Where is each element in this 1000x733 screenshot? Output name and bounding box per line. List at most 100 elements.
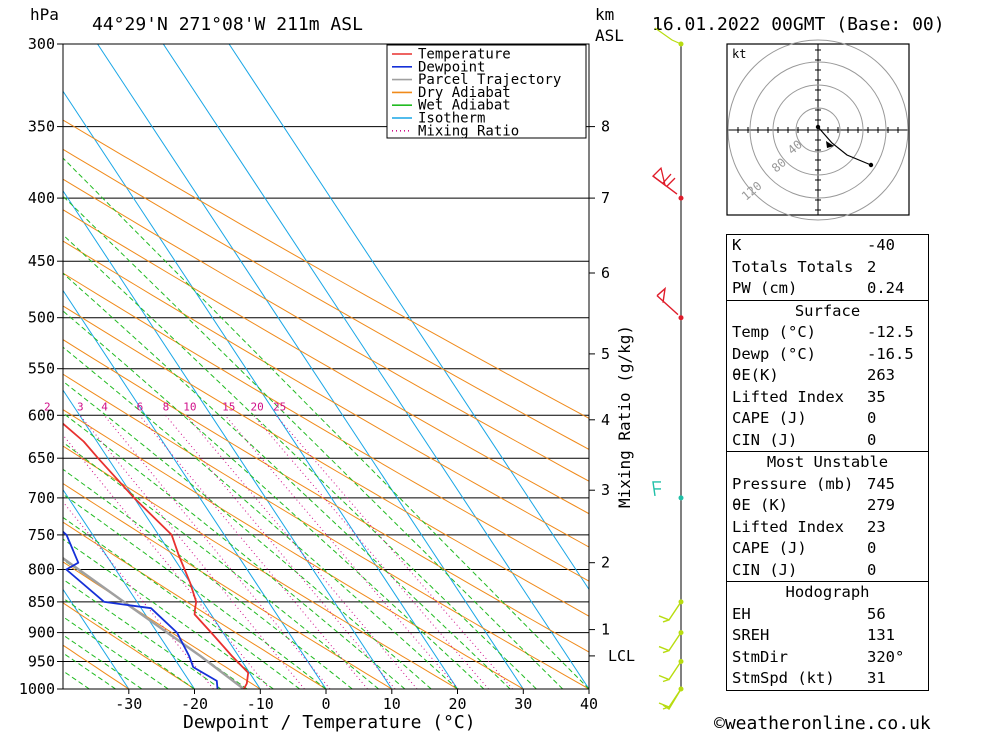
index-row: StmDir 320°	[727, 647, 928, 669]
wet-adiabat-line	[63, 380, 432, 689]
x-axis-title: Dewpoint / Temperature (°C)	[183, 712, 476, 733]
index-row: K -40	[727, 235, 928, 257]
index-label: θE (K)	[732, 496, 788, 514]
index-label: Lifted Index	[732, 517, 844, 536]
index-label: K	[732, 236, 742, 254]
temperature-tick-label: -10	[247, 695, 274, 713]
index-label: StmSpd (kt)	[732, 669, 835, 687]
wind-dot	[678, 495, 684, 501]
mixing-ratio-axis-title: Mixing Ratio (g/kg)	[615, 325, 634, 508]
wet-adiabat-line	[63, 634, 143, 689]
temperature-tick-label: 30	[514, 695, 532, 713]
pressure-tick-label: 800	[28, 561, 55, 579]
height-axis: 8 7 6 5 4 3 2 1 LCL	[589, 118, 635, 665]
pressure-tick-label: 950	[28, 653, 55, 671]
hodograph-ring	[772, 84, 864, 176]
wind-barb-shaft	[658, 632, 682, 652]
index-value: 0	[867, 560, 877, 579]
most-unstable-header: Most Unstable	[766, 453, 889, 471]
pressure-tick-label: 350	[28, 118, 55, 136]
plot-frame	[62, 43, 590, 690]
dry-adiabat-line	[63, 119, 589, 419]
mixing-ratio-label: 8	[163, 400, 170, 413]
mixing-ratio-label: 15	[222, 400, 235, 413]
index-row: PW (cm) 0.24	[727, 278, 928, 300]
temperature-tick-label: -20	[181, 695, 208, 713]
index-label: Totals Totals	[732, 257, 854, 276]
isotherm-line	[97, 44, 524, 689]
wet-adiabat-line	[63, 272, 511, 689]
mixing-ratio-label: 4	[101, 400, 108, 413]
temperature-tick-label: 20	[448, 695, 466, 713]
wind-barb-column	[652, 27, 684, 710]
wind-barb-shaft	[658, 688, 682, 708]
mixing-ratio-label: 3	[77, 400, 84, 413]
wind-barb-300	[654, 27, 682, 45]
wind-dot	[678, 41, 684, 47]
wet-adiabat-line	[63, 578, 222, 689]
dry-adiabat-line	[63, 209, 589, 515]
legend-label: Wet Adiabat	[418, 98, 511, 114]
mixing-ratio-label: 2	[44, 400, 51, 413]
wind-barb-pennant	[652, 166, 667, 187]
mixing-ratio-label: 20	[251, 400, 264, 413]
pressure-tick-label: 500	[28, 309, 55, 327]
index-label: CIN (J)	[732, 430, 798, 449]
index-row: CIN (J) 0	[727, 560, 928, 582]
index-value: 0.24	[867, 279, 905, 297]
height-tick-label: 7	[601, 189, 610, 207]
indices-table: K -40 Totals Totals 2 PW (cm) 0.24 Surface Te…	[726, 234, 929, 691]
height-tick-label: 2	[601, 554, 610, 572]
index-value: 0	[867, 430, 877, 449]
dry-adiabat-line	[63, 148, 589, 450]
pressure-tick-label: 1000	[19, 680, 55, 698]
dry-adiabat-line	[63, 373, 589, 689]
index-row: θE(K) 263	[727, 365, 928, 387]
hodograph-point	[815, 124, 821, 130]
storm-motion-arrow	[826, 141, 834, 148]
profiles	[63, 422, 250, 689]
hodograph-trace	[817, 126, 872, 166]
index-label: CIN (J)	[732, 560, 798, 579]
dry-adiabat-line	[63, 305, 589, 617]
index-label: StmDir	[732, 647, 788, 666]
index-value: 23	[867, 517, 886, 536]
pressure-tick-label: 300	[28, 35, 55, 53]
pressure-tick-label: 550	[28, 360, 55, 378]
index-label: PW (cm)	[732, 279, 798, 297]
mixing-ratio-label: 10	[183, 400, 196, 413]
index-label: CAPE (J)	[732, 539, 807, 557]
index-row: StmSpd (kt) 31	[727, 668, 928, 690]
wind-barb-surface	[662, 688, 682, 710]
dry-adiabat-line	[63, 602, 195, 689]
surface-header: Surface	[794, 301, 861, 320]
index-value: 131	[867, 626, 895, 644]
index-value: -16.5	[867, 344, 914, 363]
index-value: 279	[867, 496, 895, 514]
legend-label: Parcel Trajectory	[418, 72, 561, 88]
mixing-ratio-labels: 12346810152025	[44, 400, 286, 413]
wet-adiabat-line	[63, 441, 379, 689]
dry-adiabat-line	[63, 561, 261, 689]
index-label: Lifted Index	[732, 387, 844, 406]
mixing-ratio-line	[185, 414, 418, 689]
temperature-tick-label: -30	[115, 695, 142, 713]
hodograph-ring	[749, 61, 887, 199]
temperature-tick-label: 40	[580, 695, 598, 713]
index-value: 320°	[867, 647, 905, 666]
wet-adiabat-line	[63, 468, 353, 689]
height-tick-label: 3	[601, 481, 610, 499]
wind-barb-shaft	[658, 661, 682, 681]
wind-barb-feather	[662, 619, 670, 623]
wet-adiabat-line	[63, 346, 458, 689]
mixing-ratio-line	[275, 414, 513, 689]
pressure-tick-label: 700	[28, 489, 55, 507]
legend-label: Temperature	[418, 47, 511, 63]
wind-barb-feather	[666, 177, 676, 187]
pressure-tick-label: 750	[28, 526, 55, 544]
hodograph-point	[868, 162, 874, 168]
km-unit-label: km	[595, 5, 614, 24]
dry-adiabat-line	[63, 482, 393, 689]
index-row: θE (K) 279	[727, 495, 928, 517]
index-value: 0	[867, 539, 877, 557]
